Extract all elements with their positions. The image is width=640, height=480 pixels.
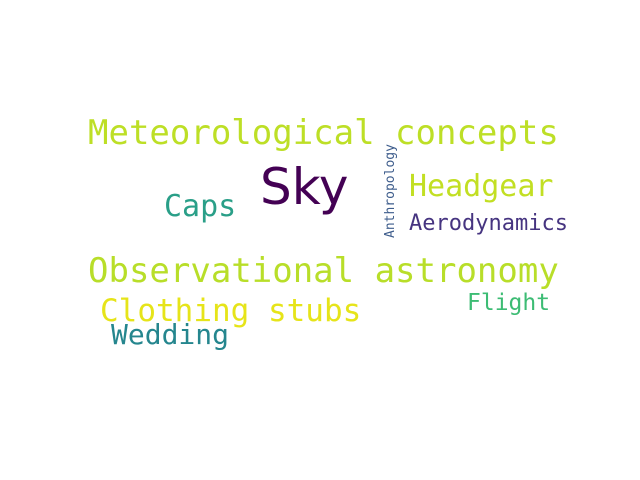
word-cloud: Meteorological concepts Sky Caps Headgea… <box>80 100 580 360</box>
word-meteorological-concepts: Meteorological concepts <box>88 113 559 153</box>
word-observational-astronomy: Observational astronomy <box>88 251 559 291</box>
word-headgear: Headgear <box>409 169 554 204</box>
word-anthropology: Anthropology <box>383 144 398 238</box>
word-caps: Caps <box>164 189 237 224</box>
word-clothing-stubs: Clothing stubs <box>100 293 362 329</box>
word-flight: Flight <box>467 290 551 316</box>
word-sky: Sky <box>260 158 349 216</box>
word-wedding: Wedding <box>111 318 230 351</box>
word-aerodynamics: Aerodynamics <box>409 211 568 236</box>
